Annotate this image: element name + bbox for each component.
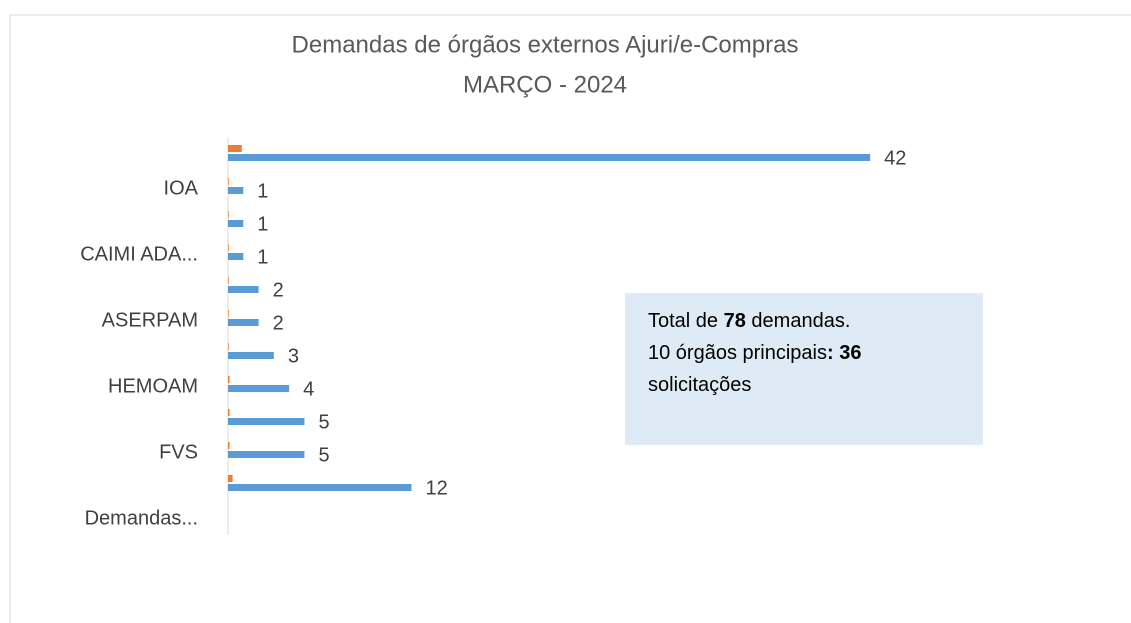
annotation-text: 78 — [723, 310, 746, 332]
data-label: 2 — [273, 312, 284, 334]
annotation-text: solicitações — [648, 374, 752, 396]
bar — [228, 178, 229, 185]
bar — [228, 475, 233, 482]
data-label: 2 — [273, 279, 284, 301]
data-label: 5 — [318, 444, 329, 466]
chart-title: Demandas de órgãos externos Ajuri/e-Comp… — [292, 31, 799, 58]
data-label: 1 — [257, 213, 268, 235]
y-tick-label: HEMOAM — [108, 375, 198, 397]
annotation-line: 10 órgãos principais: 36 — [648, 337, 983, 369]
bar — [228, 442, 230, 449]
data-label: 5 — [318, 411, 329, 433]
data-label: 1 — [257, 180, 268, 202]
y-tick-label: CAIMI ADA... — [80, 243, 198, 265]
y-tick-label: FVS — [159, 441, 198, 463]
annotation-text: 10 órgãos principais — [648, 342, 827, 364]
data-label: 4 — [303, 378, 314, 400]
annotation-box: Total de 78 demandas. 10 órgãos principai… — [625, 293, 983, 445]
y-tick-label: Demandas... — [85, 507, 198, 529]
bar — [228, 277, 229, 284]
bar — [228, 286, 259, 293]
annotation-text: demandas. — [745, 310, 851, 332]
chart-frame — [9, 14, 1131, 623]
annotation-text: : 36 — [827, 342, 862, 364]
y-tick-label: ASERPAM — [102, 309, 198, 331]
bar — [228, 376, 230, 383]
y-tick-label: IOA — [164, 177, 199, 199]
bar — [228, 451, 305, 458]
bar — [228, 418, 305, 425]
bar — [228, 484, 412, 491]
bar — [228, 244, 229, 251]
bar — [228, 343, 229, 350]
bar — [228, 385, 290, 392]
annotation-text: Total de — [648, 310, 724, 332]
bar — [228, 310, 229, 317]
annotation-line: solicitações — [648, 369, 983, 401]
bar — [228, 352, 274, 359]
data-label: 42 — [884, 147, 906, 169]
bar — [228, 187, 244, 194]
data-label: 3 — [288, 345, 299, 367]
data-label: 1 — [257, 246, 268, 268]
bar — [228, 319, 259, 326]
bar — [228, 145, 242, 152]
bar — [228, 211, 229, 218]
bar — [228, 253, 244, 260]
data-label: 12 — [425, 477, 447, 499]
bar — [228, 409, 230, 416]
bar — [228, 220, 244, 227]
annotation-line: Total de 78 demandas. — [648, 305, 983, 337]
chart-subtitle: MARÇO - 2024 — [463, 71, 627, 98]
bar — [228, 154, 871, 161]
